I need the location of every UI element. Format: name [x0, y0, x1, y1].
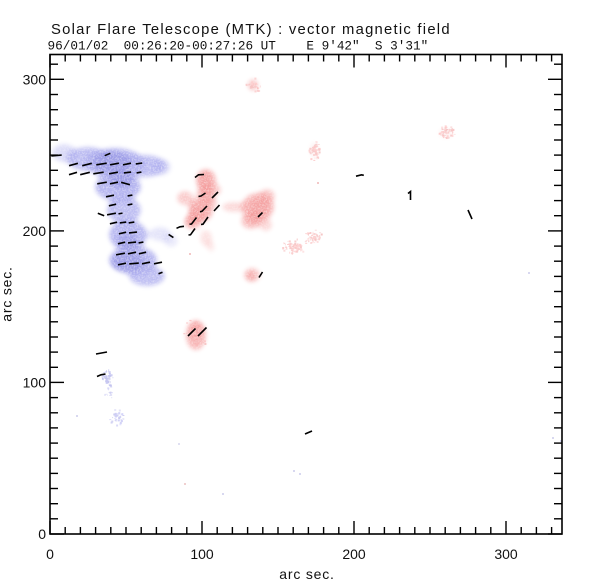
- svg-text:300: 300: [23, 72, 47, 88]
- svg-text:0: 0: [38, 526, 46, 542]
- svg-text:0: 0: [46, 546, 54, 562]
- svg-text:200: 200: [23, 223, 47, 239]
- svg-text:300: 300: [494, 546, 518, 562]
- svg-text:100: 100: [23, 375, 47, 391]
- svg-text:arc sec.: arc sec.: [0, 266, 15, 321]
- svg-text:200: 200: [342, 546, 366, 562]
- svg-text:arc sec.: arc sec.: [279, 566, 334, 582]
- svg-text:Solar Flare Telescope (MTK) :: Solar Flare Telescope (MTK) : vector mag…: [51, 22, 451, 38]
- svg-text:100: 100: [190, 546, 214, 562]
- svg-text:96/01/02 00:26:20-00:27:26 UT: 96/01/02 00:26:20-00:27:26 UT E 9'42" S …: [48, 39, 429, 54]
